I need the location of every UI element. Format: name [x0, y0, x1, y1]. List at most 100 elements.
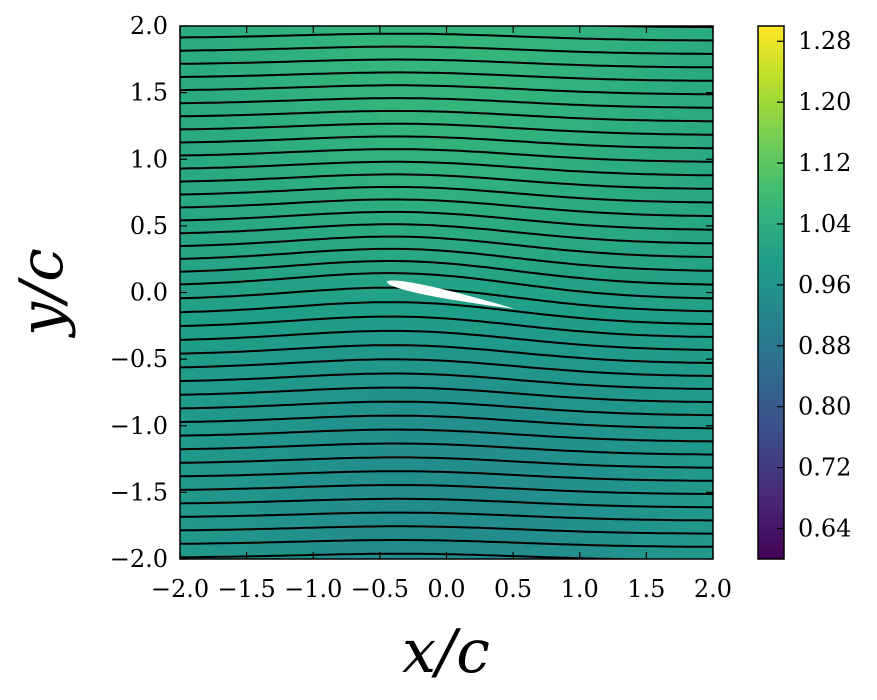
field-cell [539, 172, 554, 187]
field-cell [419, 385, 434, 400]
field-cell [366, 545, 381, 559]
field-cell [246, 505, 261, 520]
field-cell [299, 492, 314, 507]
field-cell [619, 465, 634, 480]
field-cell [433, 212, 448, 227]
field-cell [180, 452, 194, 467]
field-cell [513, 279, 528, 294]
field-cell [606, 359, 621, 374]
field-cell [566, 185, 581, 200]
field-cell [446, 425, 461, 440]
field-cell [219, 239, 234, 254]
field-cell [526, 479, 541, 493]
field-cell [433, 345, 448, 360]
field-cell [699, 332, 713, 347]
field-cell [699, 425, 713, 440]
field-cell [513, 465, 528, 480]
x-tick-label: 0.5 [494, 575, 532, 603]
field-cell [193, 279, 208, 294]
field-cell [606, 26, 621, 40]
field-cell [579, 319, 594, 334]
field-cell [646, 519, 661, 533]
field-cell [526, 465, 541, 480]
field-cell [233, 132, 248, 147]
field-cell [566, 372, 581, 387]
field-cell [686, 519, 701, 533]
field-cell [286, 305, 301, 320]
field-cell [233, 332, 248, 347]
field-cell [206, 252, 221, 267]
field-cell [606, 519, 621, 533]
field-cell [553, 545, 568, 559]
field-cell [273, 26, 288, 40]
streamline [180, 160, 713, 177]
field-cell [633, 372, 647, 387]
field-cell [219, 505, 234, 520]
field-cell [619, 399, 634, 414]
field-cell [606, 145, 621, 160]
field-cell [686, 119, 701, 134]
field-cell [313, 26, 328, 40]
field-cell [673, 292, 687, 307]
field-cell [326, 225, 341, 240]
field-cell [633, 545, 647, 559]
field-cell [233, 452, 248, 467]
field-cell [659, 79, 674, 94]
field-cell [633, 519, 647, 533]
field-cell [353, 239, 368, 254]
field-cell [193, 119, 208, 134]
field-cell [259, 505, 274, 520]
field-cell [246, 492, 261, 507]
field-cell [206, 319, 221, 334]
field-cell [406, 292, 421, 307]
field-cell [193, 92, 208, 107]
field-cell [459, 372, 474, 387]
field-cell [686, 465, 701, 480]
field-cell [286, 399, 301, 414]
field-cell [539, 545, 554, 559]
field-cell [606, 305, 621, 320]
field-cell [473, 39, 488, 54]
field-cell [206, 132, 221, 147]
colorbar-tick-label: 1.28 [798, 27, 851, 55]
field-cell [259, 279, 274, 294]
field-cell [233, 225, 248, 240]
field-cell [566, 492, 581, 507]
field-cell [406, 252, 421, 267]
field-cell [273, 92, 288, 107]
x-tick-label: −1.0 [284, 575, 342, 603]
field-cell [246, 26, 261, 40]
field-cell [606, 385, 621, 400]
field-cell [646, 492, 661, 507]
field-cell [286, 172, 301, 187]
streamline [180, 109, 713, 123]
field-cell [646, 185, 661, 200]
field-cell [366, 412, 381, 427]
field-cell [459, 239, 474, 254]
field-cell [339, 119, 354, 134]
field-cell [473, 479, 488, 493]
field-cell [286, 185, 301, 200]
field-cell [633, 212, 647, 227]
field-cell [366, 119, 381, 134]
field-cell [593, 439, 607, 453]
field-cell [486, 26, 501, 40]
field-cell [566, 385, 581, 400]
field-cell [180, 279, 194, 294]
field-cell [526, 105, 541, 120]
field-cell [259, 26, 274, 40]
field-cell [566, 105, 581, 120]
field-cell [219, 305, 234, 320]
field-cell [633, 225, 647, 240]
field-cell [633, 425, 647, 440]
field-cell [566, 145, 581, 160]
field-cell [553, 39, 568, 54]
field-cell [473, 532, 488, 547]
field-cell [379, 119, 394, 134]
field-cell [486, 345, 501, 360]
field-cell [446, 239, 461, 254]
field-cell [219, 412, 234, 427]
field-cell [180, 465, 194, 480]
field-cell [193, 372, 208, 387]
field-cell [699, 119, 713, 134]
